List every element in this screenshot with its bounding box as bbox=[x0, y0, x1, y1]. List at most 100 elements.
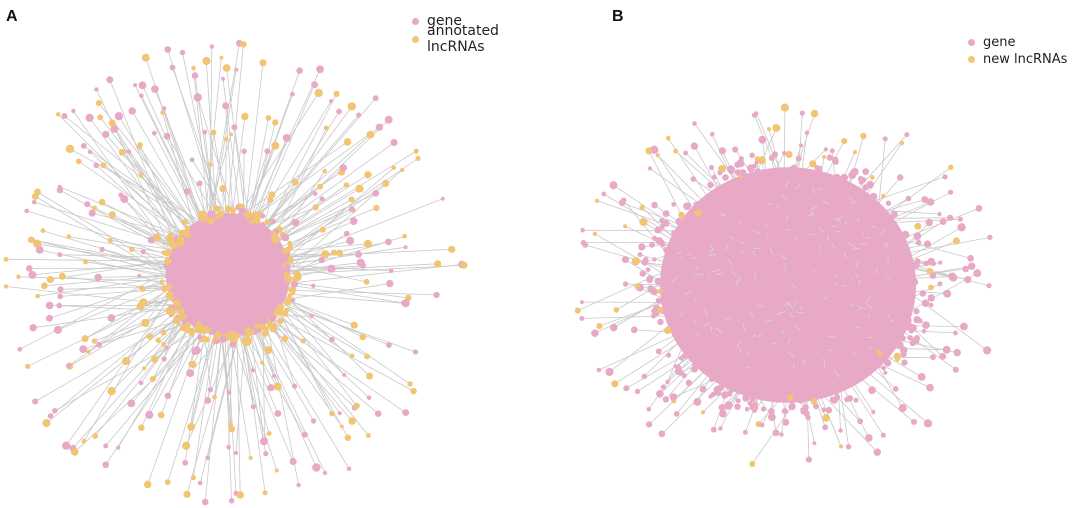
gene-node bbox=[229, 341, 236, 348]
lncrna-node bbox=[343, 182, 350, 188]
gene-node bbox=[638, 243, 646, 251]
gene-node bbox=[681, 372, 687, 379]
lncrna-node bbox=[860, 132, 867, 140]
gene-node bbox=[659, 218, 664, 223]
gene-node bbox=[337, 411, 342, 416]
gene-node bbox=[609, 181, 618, 190]
lncrna-node bbox=[269, 323, 278, 331]
gene-node bbox=[720, 381, 728, 388]
gene-node bbox=[942, 345, 951, 354]
gene-node bbox=[106, 76, 114, 84]
network-panel-a: A gene annotated lncRNAs bbox=[3, 8, 560, 506]
gene-node bbox=[312, 463, 321, 472]
gene-node bbox=[798, 143, 803, 148]
legend-label: gene bbox=[983, 35, 1016, 50]
core-edge bbox=[864, 236, 871, 239]
gene-node bbox=[921, 196, 929, 204]
core-edge bbox=[811, 270, 816, 274]
core-edge bbox=[817, 187, 822, 191]
gene-node bbox=[676, 335, 684, 343]
lncrna-node bbox=[841, 138, 848, 145]
lncrna-node bbox=[183, 490, 191, 498]
lncrna-node bbox=[149, 375, 156, 383]
lncrna-node bbox=[213, 334, 220, 340]
lncrna-node bbox=[657, 306, 664, 314]
gene-node bbox=[197, 334, 203, 340]
gene-node bbox=[757, 174, 763, 180]
gene-node bbox=[138, 380, 144, 386]
gene-node bbox=[133, 83, 138, 88]
lncrna-node bbox=[914, 222, 922, 230]
lncrna-node bbox=[288, 286, 295, 293]
gene-node bbox=[707, 181, 714, 189]
gene-node bbox=[742, 394, 750, 402]
lncrna-node bbox=[228, 425, 236, 433]
core-edge bbox=[725, 244, 729, 250]
gene-node bbox=[869, 192, 878, 201]
gene-node bbox=[53, 325, 63, 334]
gene-node bbox=[662, 210, 670, 218]
core-edge bbox=[740, 241, 745, 245]
lncrna-node bbox=[344, 434, 352, 442]
lncrna-node bbox=[83, 259, 88, 265]
gene-node bbox=[900, 335, 906, 342]
core-edge bbox=[886, 277, 890, 280]
core-edge bbox=[740, 249, 746, 254]
lncrna-node bbox=[172, 316, 181, 325]
gene-node bbox=[296, 67, 303, 74]
gene-node bbox=[580, 227, 585, 233]
lncrna-node bbox=[330, 249, 337, 256]
gene-node bbox=[622, 281, 629, 287]
core-edge bbox=[769, 248, 774, 255]
gene-node bbox=[336, 108, 342, 115]
gene-node bbox=[901, 230, 910, 239]
gene-node bbox=[329, 99, 334, 104]
lncrna-node bbox=[355, 184, 364, 193]
gene-node bbox=[937, 212, 942, 217]
lncrna-node bbox=[810, 109, 819, 118]
core-edge bbox=[747, 352, 750, 356]
gene-node bbox=[666, 352, 672, 358]
gene-node bbox=[140, 249, 146, 255]
gene-node bbox=[690, 365, 698, 373]
gene-node bbox=[881, 365, 886, 371]
core-edge bbox=[786, 229, 792, 231]
lncrna-node bbox=[141, 53, 150, 62]
lncrna-node bbox=[363, 239, 372, 249]
gene-node bbox=[268, 314, 277, 322]
gene-node bbox=[348, 206, 355, 212]
gene-node bbox=[754, 111, 759, 116]
gene-node bbox=[138, 81, 147, 90]
lncrna-node bbox=[282, 247, 290, 254]
lncrna-node bbox=[291, 178, 299, 186]
gene-node bbox=[782, 171, 790, 180]
gene-node bbox=[921, 328, 927, 334]
gene-node bbox=[181, 319, 187, 325]
gene-node bbox=[852, 168, 858, 174]
core-edge bbox=[886, 314, 891, 318]
lncrna-node bbox=[35, 293, 40, 299]
gene-node bbox=[161, 106, 167, 111]
gene-node bbox=[271, 373, 277, 379]
gene-node bbox=[403, 245, 408, 250]
gene-node bbox=[833, 173, 841, 181]
gene-node bbox=[739, 169, 747, 177]
gene-node bbox=[795, 155, 802, 162]
lncrna-node bbox=[574, 307, 581, 314]
lncrna-node bbox=[40, 228, 46, 234]
core-edge bbox=[775, 204, 780, 209]
gene-node bbox=[964, 276, 972, 284]
gene-node bbox=[685, 379, 693, 386]
lncrna-node bbox=[157, 411, 165, 419]
gene-node bbox=[752, 163, 757, 169]
core-edge bbox=[695, 332, 700, 337]
legend-item-lncrna: annotated lncRNAs bbox=[412, 23, 560, 55]
lncrna-node bbox=[678, 211, 685, 219]
lncrna-node bbox=[182, 441, 191, 450]
core-edge bbox=[684, 289, 693, 295]
gene-node bbox=[637, 252, 643, 258]
lncrna-node bbox=[655, 153, 660, 158]
gene-node bbox=[924, 240, 932, 248]
gene-node bbox=[706, 371, 712, 377]
gene-node bbox=[609, 323, 618, 332]
